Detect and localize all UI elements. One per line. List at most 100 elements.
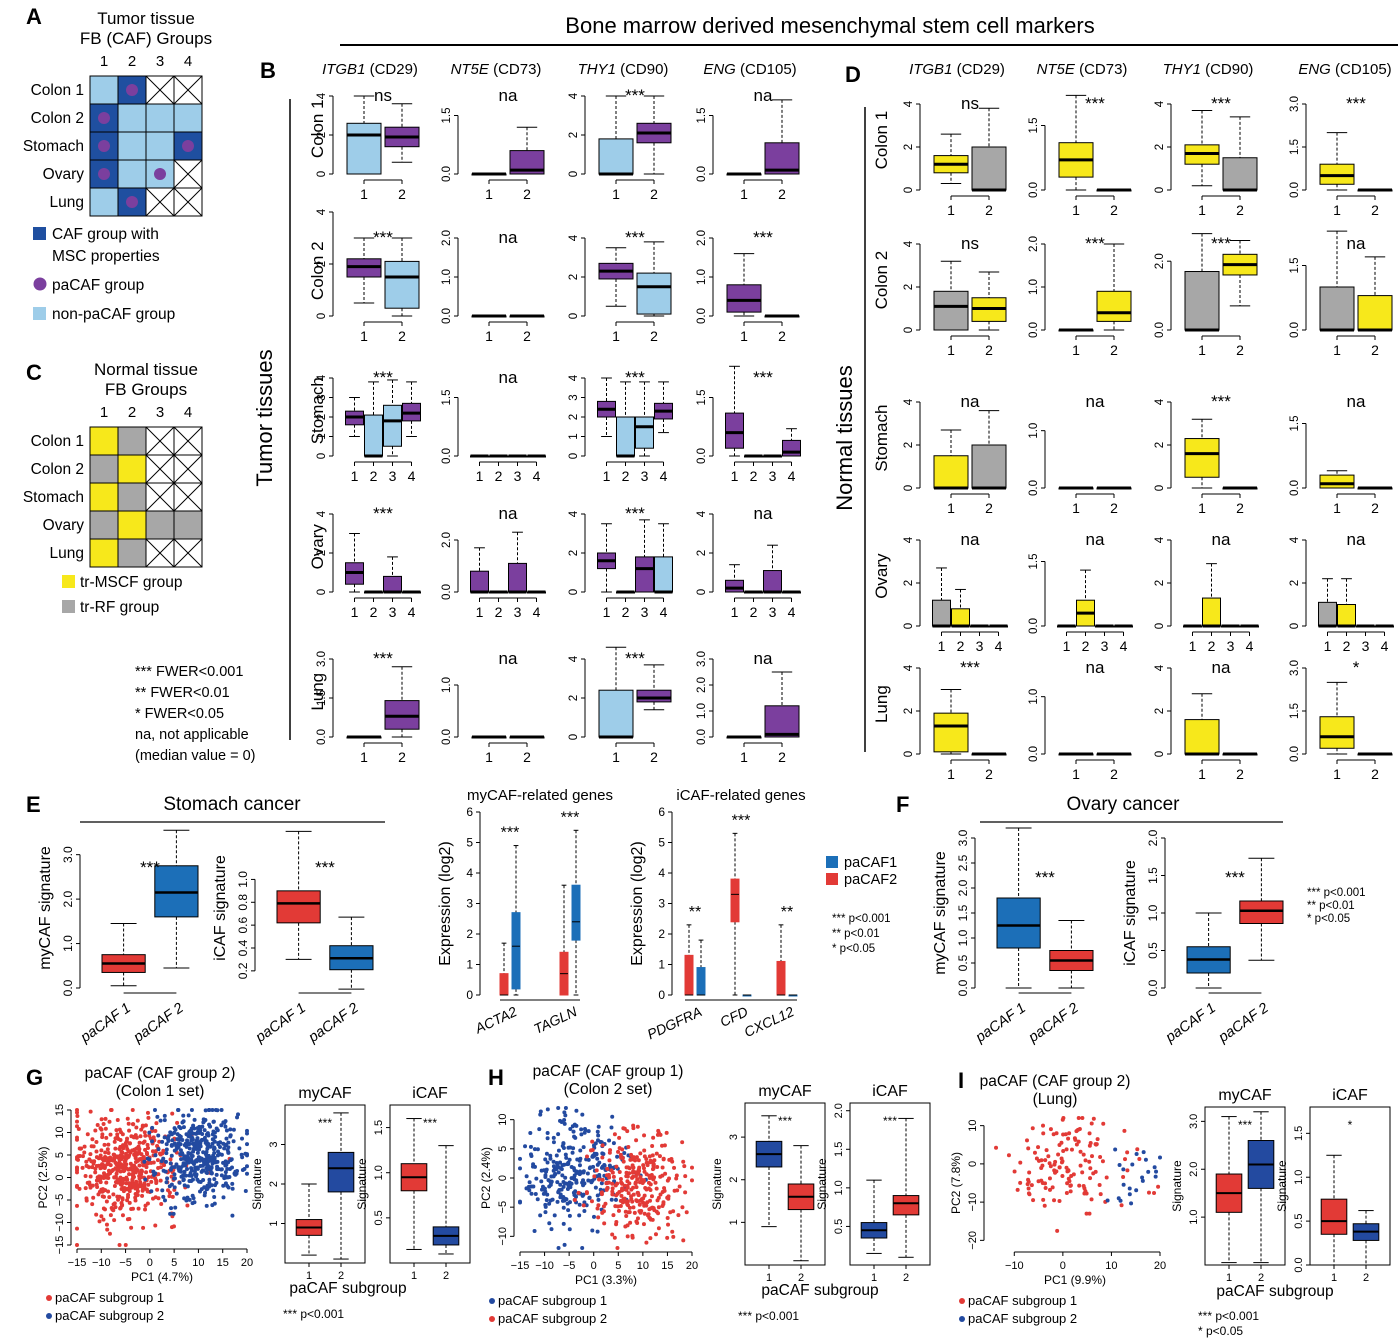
legend-msc-label: MSC properties — [52, 248, 160, 265]
panel_g-point-subgroup2 — [201, 1150, 206, 1155]
panel_i-box-ylabel: Signature — [1275, 1160, 1289, 1212]
panel_d-yaxis-tick-label: 0 — [1154, 187, 1166, 193]
panel_h-point-subgroup1 — [556, 1132, 561, 1137]
panel_g-point-subgroup1 — [127, 1189, 132, 1194]
panel_g-point-subgroup2 — [229, 1165, 234, 1170]
panel_h-point-subgroup2 — [622, 1196, 627, 1201]
legend-pacaf2-swatch — [826, 873, 838, 885]
panel_b-yaxis-tick-label: 0 — [316, 171, 328, 177]
panel_g-point-subgroup1 — [144, 1150, 149, 1155]
panel_d-box — [932, 599, 951, 627]
panel_g-point-subgroup2 — [243, 1188, 248, 1193]
panel_h-box-ytick-label: 3 — [728, 1134, 740, 1140]
panel_h-point-subgroup2 — [648, 1158, 653, 1163]
panel_h-point-subgroup2 — [634, 1155, 639, 1160]
panel_h-point-subgroup2 — [637, 1198, 642, 1203]
panel_b-xtick-label: 4 — [408, 468, 416, 484]
panel_d-sig-label: na — [1086, 392, 1105, 411]
panel_h-point-subgroup2 — [650, 1167, 655, 1172]
panel_h-point-subgroup2 — [662, 1186, 667, 1191]
panel_b-xtick-label: 2 — [523, 186, 531, 202]
panel_g-point-subgroup1 — [96, 1192, 101, 1197]
panel_d-xtick-label: 1 — [1063, 638, 1071, 654]
panel_g-point-subgroup2 — [190, 1154, 195, 1159]
panel_h-box-title: iCAF — [872, 1083, 908, 1100]
panel_b-xtick-label: 4 — [533, 604, 541, 620]
panel_d-xtick-label: 4 — [1246, 638, 1254, 654]
panel_h-point-subgroup1 — [547, 1221, 552, 1226]
panel_g-point-subgroup1 — [83, 1174, 88, 1179]
panel_g-box-frame — [389, 1104, 471, 1264]
panel_b-yaxis-tick-label: 0 — [316, 313, 328, 319]
panel_g-point-subgroup2 — [229, 1157, 234, 1162]
panel_d-xtick-label: 2 — [1371, 342, 1379, 358]
panel_g-point-subgroup2 — [168, 1211, 173, 1216]
panel_b-yaxis-tick-label: 0.0 — [696, 448, 708, 464]
panel_b-xtick-label: 2 — [778, 749, 786, 765]
panel-e-icaf-genes-tick-label: 1 — [658, 958, 665, 972]
panel-e-icaf-xtick-label: paCAF 1 — [252, 1000, 309, 1046]
panel_g-point-subgroup2 — [221, 1195, 226, 1200]
panel_g-point-subgroup1 — [175, 1120, 180, 1125]
panel_g-point-subgroup2 — [185, 1138, 190, 1143]
panel_i-point-subgroup1 — [1063, 1132, 1068, 1137]
panel_d-xtick-label: 1 — [1072, 766, 1080, 782]
panel_d-sig-label: *** — [1211, 392, 1231, 411]
panel_d-xtick-label: 2 — [985, 766, 993, 782]
panel_h-point-subgroup1 — [523, 1144, 528, 1149]
panel_g-point-subgroup1 — [75, 1110, 79, 1115]
panel_h-point-subgroup1 — [595, 1129, 600, 1134]
panel_g-point-subgroup1 — [75, 1114, 80, 1119]
panel_g-point-subgroup2 — [163, 1159, 168, 1164]
panel_i-point-subgroup1 — [1036, 1158, 1041, 1163]
panel_g-box-ytick-label: 1.5 — [373, 1120, 385, 1135]
panel_h-point-subgroup1 — [528, 1152, 533, 1157]
panel_g-point-subgroup2 — [228, 1133, 233, 1138]
panel_b-xtick-label: 2 — [750, 604, 758, 620]
panel_h-legend-subgroup1-label: paCAF subgroup 1 — [498, 1293, 607, 1308]
panel_h-point-subgroup2 — [647, 1207, 652, 1212]
panel-letter: C — [26, 360, 42, 385]
panel_g-point-subgroup2 — [194, 1174, 199, 1179]
panel_g-point-subgroup1 — [135, 1192, 140, 1197]
panel_h-point-subgroup2 — [638, 1151, 643, 1156]
panel_b-xtick-label: 2 — [650, 328, 658, 344]
panel_h-point-subgroup2 — [650, 1153, 655, 1158]
panel_i-point-subgroup1 — [1047, 1187, 1052, 1192]
panel_i-point-subgroup1 — [1043, 1186, 1048, 1191]
panel_h-ytick-label: 5 — [497, 1146, 509, 1152]
panel_g-point-subgroup1 — [149, 1179, 154, 1184]
panel_i-ytick-label: −10 — [967, 1193, 979, 1212]
panel_h-point-subgroup1 — [551, 1159, 556, 1164]
panel_h-point-subgroup1 — [518, 1166, 522, 1171]
panel_d-box — [951, 608, 970, 627]
panel_i-point-subgroup1 — [1084, 1191, 1089, 1196]
panel_b-row-label: Ovary — [308, 524, 327, 570]
panel_h-point-subgroup2 — [654, 1151, 659, 1156]
panel_a-cell — [145, 103, 175, 133]
panel_d-box — [1319, 716, 1355, 749]
panel_h-box-ytick-label: 2.0 — [833, 1103, 845, 1118]
panel_d-yaxis-tick-label: 4 — [1154, 536, 1166, 543]
panel_b-box — [598, 138, 634, 175]
panel_i-xtick-label: 0 — [1060, 1260, 1066, 1272]
panel_g-point-subgroup2 — [164, 1151, 169, 1156]
panel_h-point-subgroup1 — [599, 1181, 604, 1186]
panel_h-point-subgroup1 — [607, 1163, 612, 1168]
panel_a-col-label: 2 — [128, 53, 136, 70]
panel_g-point-subgroup1 — [75, 1183, 79, 1188]
panel_h-point-subgroup2 — [618, 1152, 623, 1157]
panel_g-point-subgroup2 — [225, 1166, 230, 1171]
panel_g-point-subgroup2 — [196, 1179, 201, 1184]
panel_d-box — [1184, 438, 1220, 478]
panel_a-row-label: Stomach — [23, 138, 84, 155]
panel_g-point-subgroup1 — [77, 1186, 82, 1191]
panel_g-point-subgroup1 — [129, 1134, 134, 1139]
panel_g-xtick-label: 10 — [192, 1257, 204, 1269]
legend-nonpacaf-swatch — [33, 307, 46, 320]
panel_g-xtick-label: 15 — [217, 1257, 229, 1269]
panel_g-point-subgroup2 — [203, 1108, 208, 1113]
panel_g-point-subgroup2 — [176, 1108, 181, 1112]
panel_g-point-subgroup1 — [103, 1150, 108, 1155]
panel_i-point-subgroup1 — [1098, 1192, 1103, 1197]
